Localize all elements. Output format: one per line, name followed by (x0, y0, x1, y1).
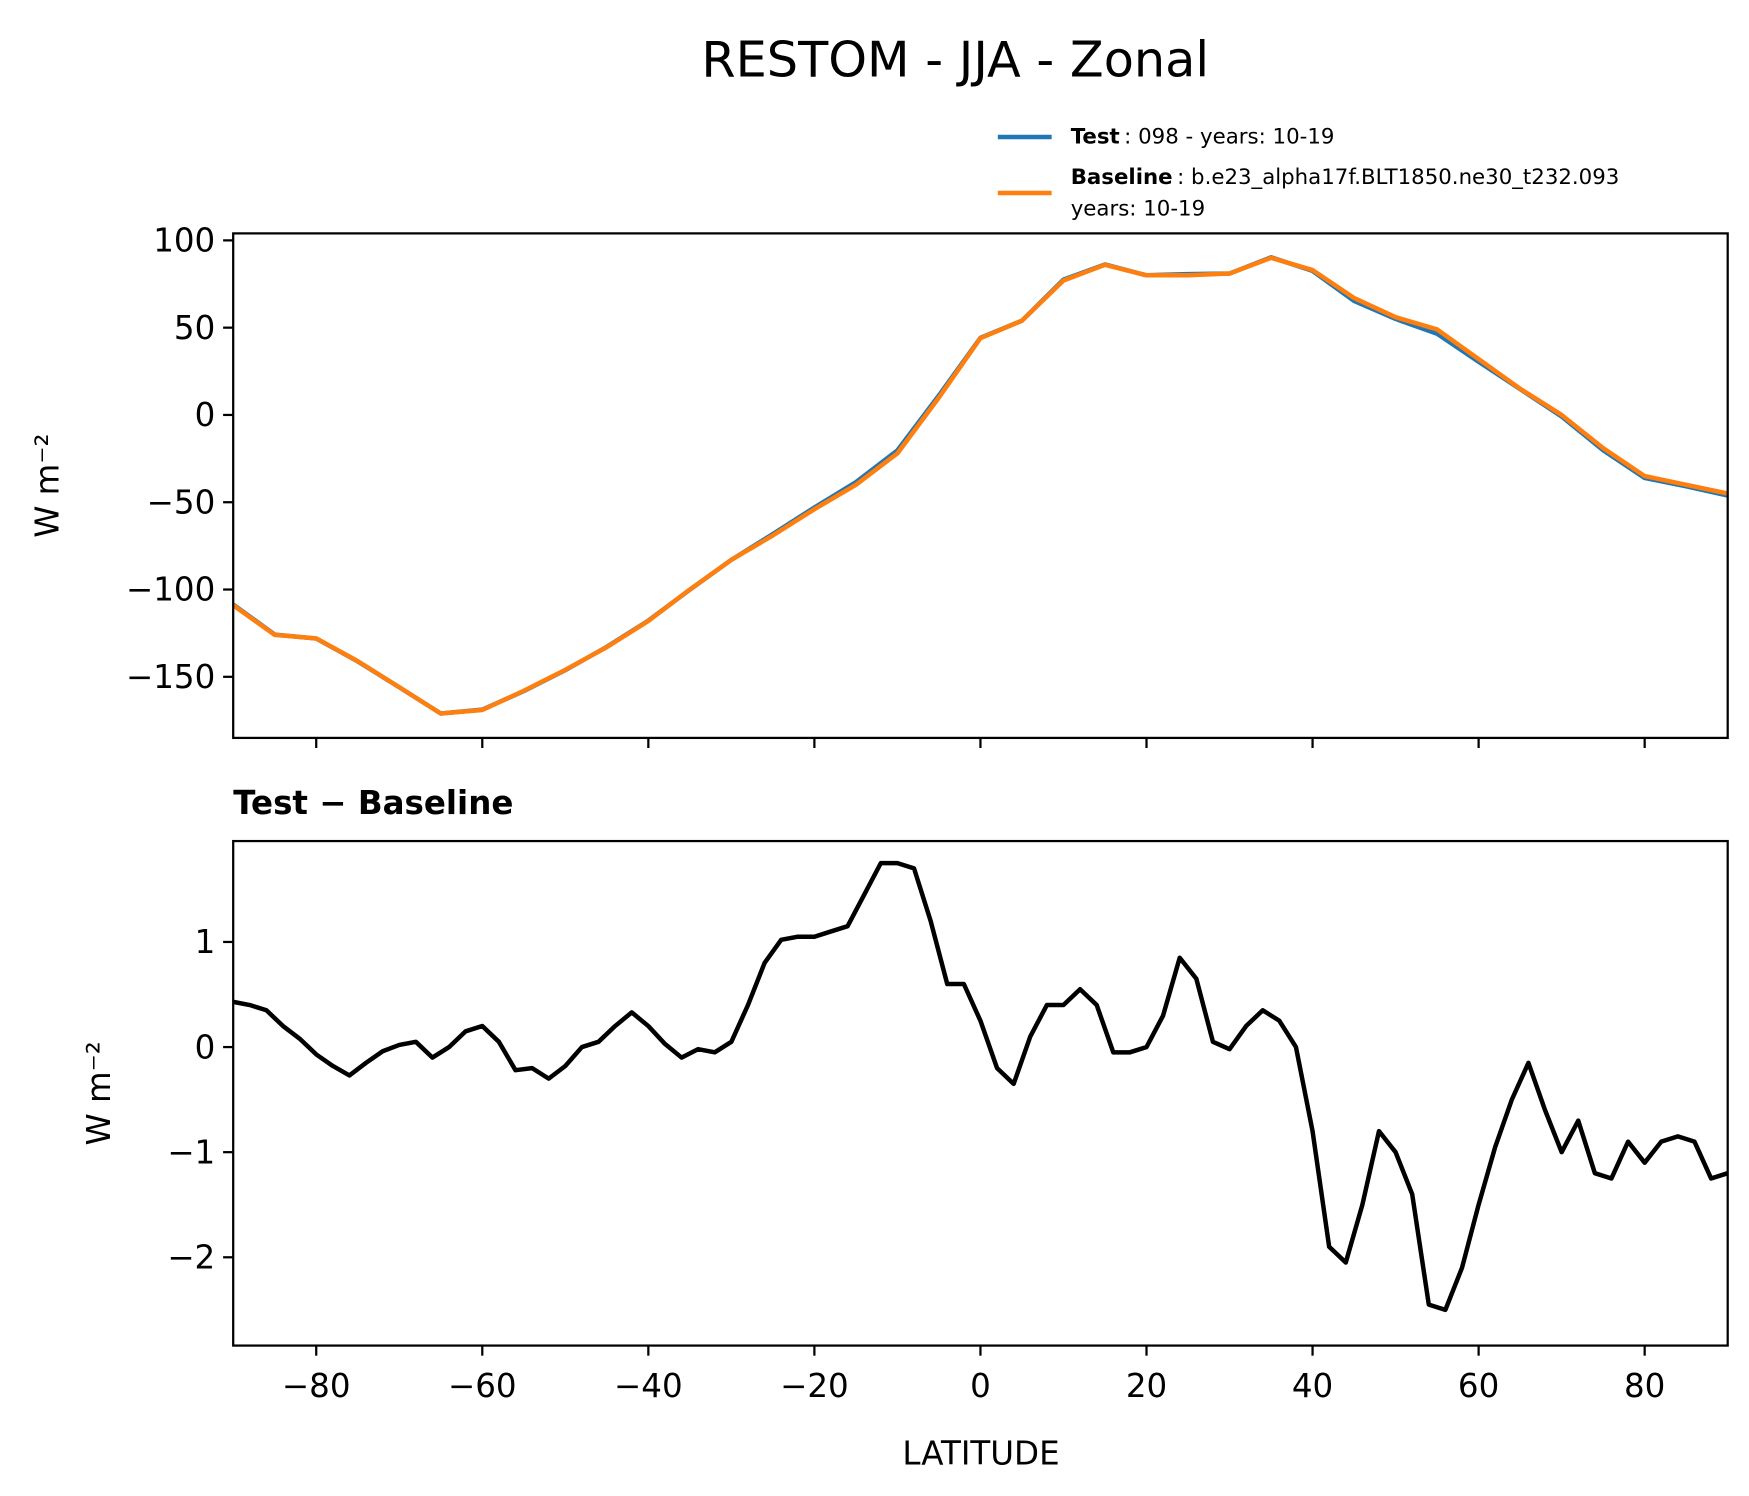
y-tick-label: −100 (126, 571, 215, 609)
subplot-title: Test − Baseline (233, 784, 513, 822)
y-tick-label: 0 (195, 1028, 216, 1066)
y-axis-label: W m⁻² (80, 1041, 118, 1145)
legend-name: Test (1071, 125, 1120, 150)
y-tick-label: −1 (167, 1133, 215, 1171)
y-tick-label: 100 (153, 222, 215, 260)
y-axis-label: W m⁻² (28, 433, 66, 537)
y-tick-label: 0 (195, 396, 216, 434)
x-tick-label: −80 (282, 1367, 351, 1405)
x-tick-label: −40 (614, 1367, 683, 1405)
x-tick-label: 20 (1126, 1367, 1167, 1405)
legend-label: Test: 098 - years: 10-19 (1071, 125, 1335, 150)
legend-label: years: 10-19 (1071, 196, 1205, 221)
legend-text: : b.e23_alpha17f.BLT1850.ne30_t232.093 (1177, 165, 1619, 190)
y-tick-label: −2 (167, 1238, 215, 1276)
axes-frame (232, 839, 1729, 1347)
x-tick-label: 60 (1458, 1367, 1499, 1405)
legend-name: Baseline (1071, 165, 1173, 190)
y-tick-label: 1 (195, 923, 216, 961)
x-tick-label: 80 (1624, 1367, 1665, 1405)
x-tick-label: 0 (970, 1367, 991, 1405)
y-tick-label: 50 (174, 309, 215, 347)
data-line (233, 255, 1728, 716)
x-tick-label: 40 (1292, 1367, 1333, 1405)
x-tick-label: −20 (780, 1367, 849, 1405)
chart-title: RESTOM - JJA - Zonal (701, 30, 1209, 88)
data-line (233, 860, 1728, 1313)
data-line (233, 255, 1728, 716)
legend-text: : 098 - years: 10-19 (1124, 125, 1334, 150)
x-axis-label: LATITUDE (902, 1434, 1059, 1472)
y-tick-label: −50 (147, 483, 216, 521)
y-tick-label: −150 (126, 658, 215, 696)
axes-frame (232, 232, 1729, 740)
legend-label: Baseline: b.e23_alpha17f.BLT1850.ne30_t2… (1071, 165, 1620, 190)
x-tick-label: −60 (448, 1367, 517, 1405)
